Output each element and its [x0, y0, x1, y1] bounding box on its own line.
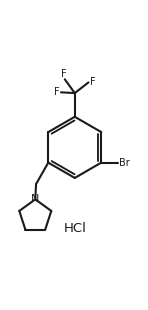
- Text: F: F: [90, 78, 95, 87]
- Text: F: F: [61, 69, 67, 78]
- Text: HCl: HCl: [63, 222, 86, 235]
- Text: Br: Br: [119, 158, 130, 168]
- Text: F: F: [54, 87, 60, 97]
- Text: N: N: [31, 194, 40, 204]
